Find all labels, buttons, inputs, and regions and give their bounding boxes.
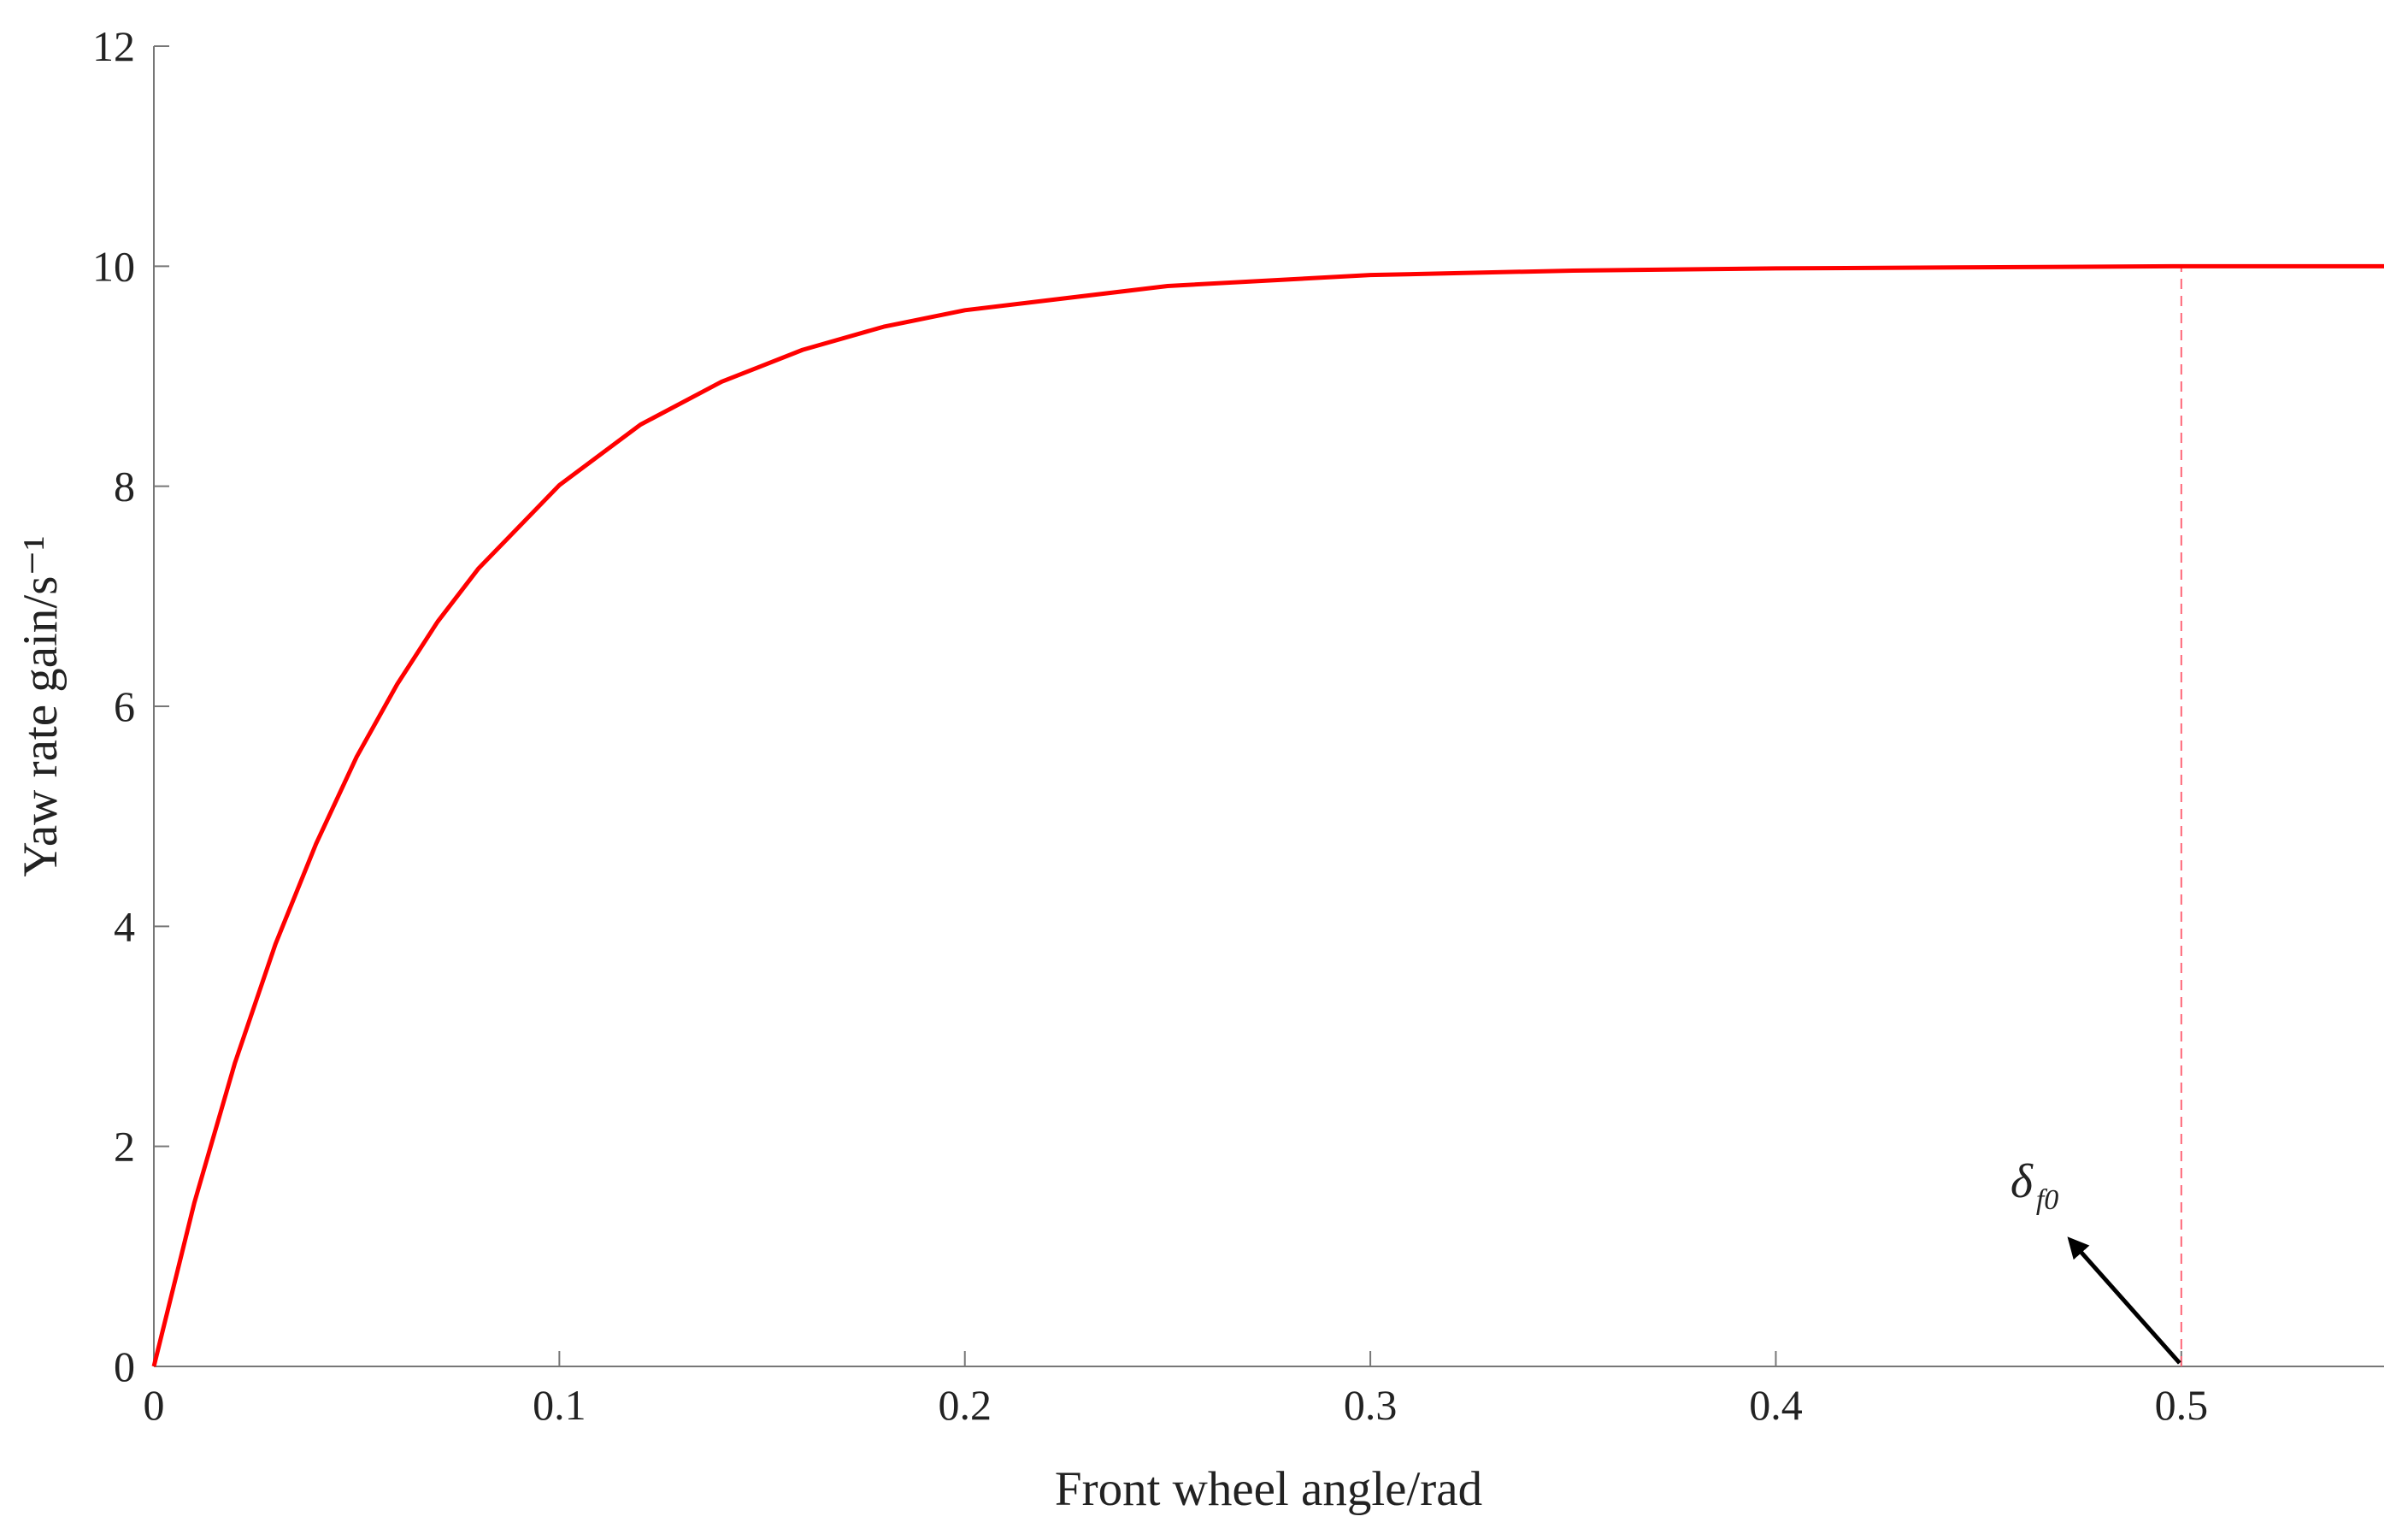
y-tick-label: 4 — [114, 902, 135, 950]
annotation-arrow — [2067, 1236, 2181, 1365]
annotation-subscript: f0 — [2036, 1184, 2058, 1216]
x-tick-label: 0.5 — [2155, 1381, 2209, 1429]
annotation-label: δ f0 — [2011, 1155, 2058, 1216]
x-tick-label: 0 — [144, 1381, 165, 1429]
y-axis-label: Yaw rate gain/s⁻¹ — [14, 535, 68, 876]
y-tick-label: 6 — [114, 682, 135, 730]
y-tick-label: 12 — [92, 22, 135, 70]
x-axis-label: Front wheel angle/rad — [1055, 1462, 1482, 1516]
annotation-symbol: δ — [2011, 1155, 2034, 1208]
x-tick-label: 0.1 — [533, 1381, 586, 1429]
x-tick-label: 0.3 — [1344, 1381, 1398, 1429]
y-tick-label: 0 — [114, 1342, 135, 1390]
data-line — [151, 263, 2384, 1367]
y-tick-label: 10 — [92, 242, 135, 290]
x-tick-label: 0.2 — [938, 1381, 992, 1429]
x-tick-label: 0.4 — [1749, 1381, 1803, 1429]
y-tick-label: 2 — [114, 1123, 135, 1171]
y-tick-label: 8 — [114, 463, 135, 510]
